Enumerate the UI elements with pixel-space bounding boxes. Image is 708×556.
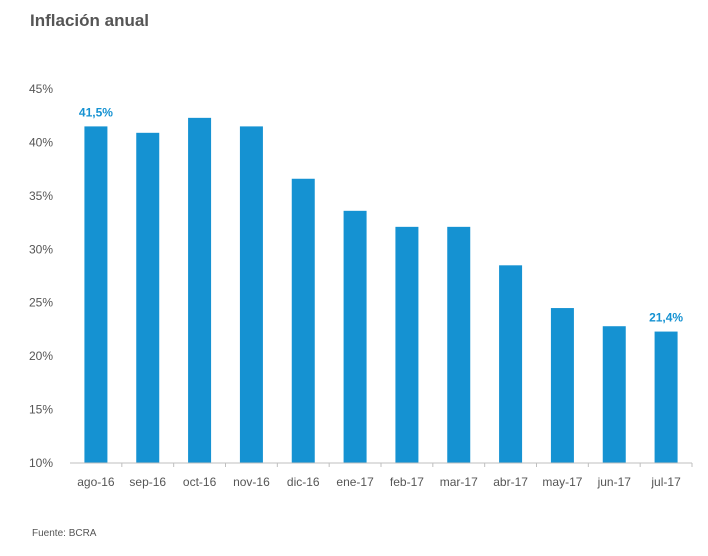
y-tick-label: 10% [29, 456, 53, 470]
x-tick-label: oct-16 [183, 475, 217, 489]
bar [654, 331, 678, 463]
data-labels: 41,5% 21,4% [79, 105, 684, 324]
bar [136, 132, 160, 463]
data-label: 41,5% [79, 105, 113, 119]
bar [239, 126, 263, 464]
bar [343, 210, 367, 463]
bar [602, 326, 626, 463]
y-tick-label: 40% [29, 135, 53, 149]
y-tick-label: 15% [29, 403, 53, 417]
x-tick-label: jun-17 [597, 475, 632, 489]
x-tick-label: jul-17 [650, 475, 681, 489]
bar-chart: 10% 15% 20% 25% 30% 35% 40% 45% ago-16 sep-16 oct… [29, 82, 693, 489]
y-tick-label: 45% [29, 82, 53, 96]
x-tick-label: ene-17 [336, 475, 374, 489]
source-note: Fuente: BCRA [32, 528, 97, 539]
y-axis: 10% 15% 20% 25% 30% 35% 40% 45% [29, 82, 53, 470]
x-tick-label: sep-16 [129, 475, 166, 489]
bar [447, 226, 471, 463]
bar [499, 265, 523, 463]
x-tick-label: feb-17 [390, 475, 424, 489]
chart-title: Inflación anual [30, 11, 150, 30]
bar [291, 178, 315, 463]
x-tick-label: dic-16 [287, 475, 320, 489]
y-tick-label: 35% [29, 189, 53, 203]
x-tick-label: mar-17 [440, 475, 478, 489]
x-tick-label: may-17 [542, 475, 582, 489]
y-tick-label: 30% [29, 242, 53, 256]
x-tick-label: ago-16 [77, 475, 115, 489]
data-label: 21,4% [649, 311, 683, 325]
bar [550, 308, 574, 463]
bars [84, 117, 678, 464]
bar [188, 117, 212, 463]
y-tick-label: 25% [29, 296, 53, 310]
x-tick-label: abr-17 [493, 475, 528, 489]
bar [84, 126, 108, 464]
x-tick-label: nov-16 [233, 475, 270, 489]
x-axis: ago-16 sep-16 oct-16 nov-16 dic-16 ene-17 feb-… [70, 462, 693, 489]
y-tick-label: 20% [29, 349, 53, 363]
bar [395, 226, 419, 463]
